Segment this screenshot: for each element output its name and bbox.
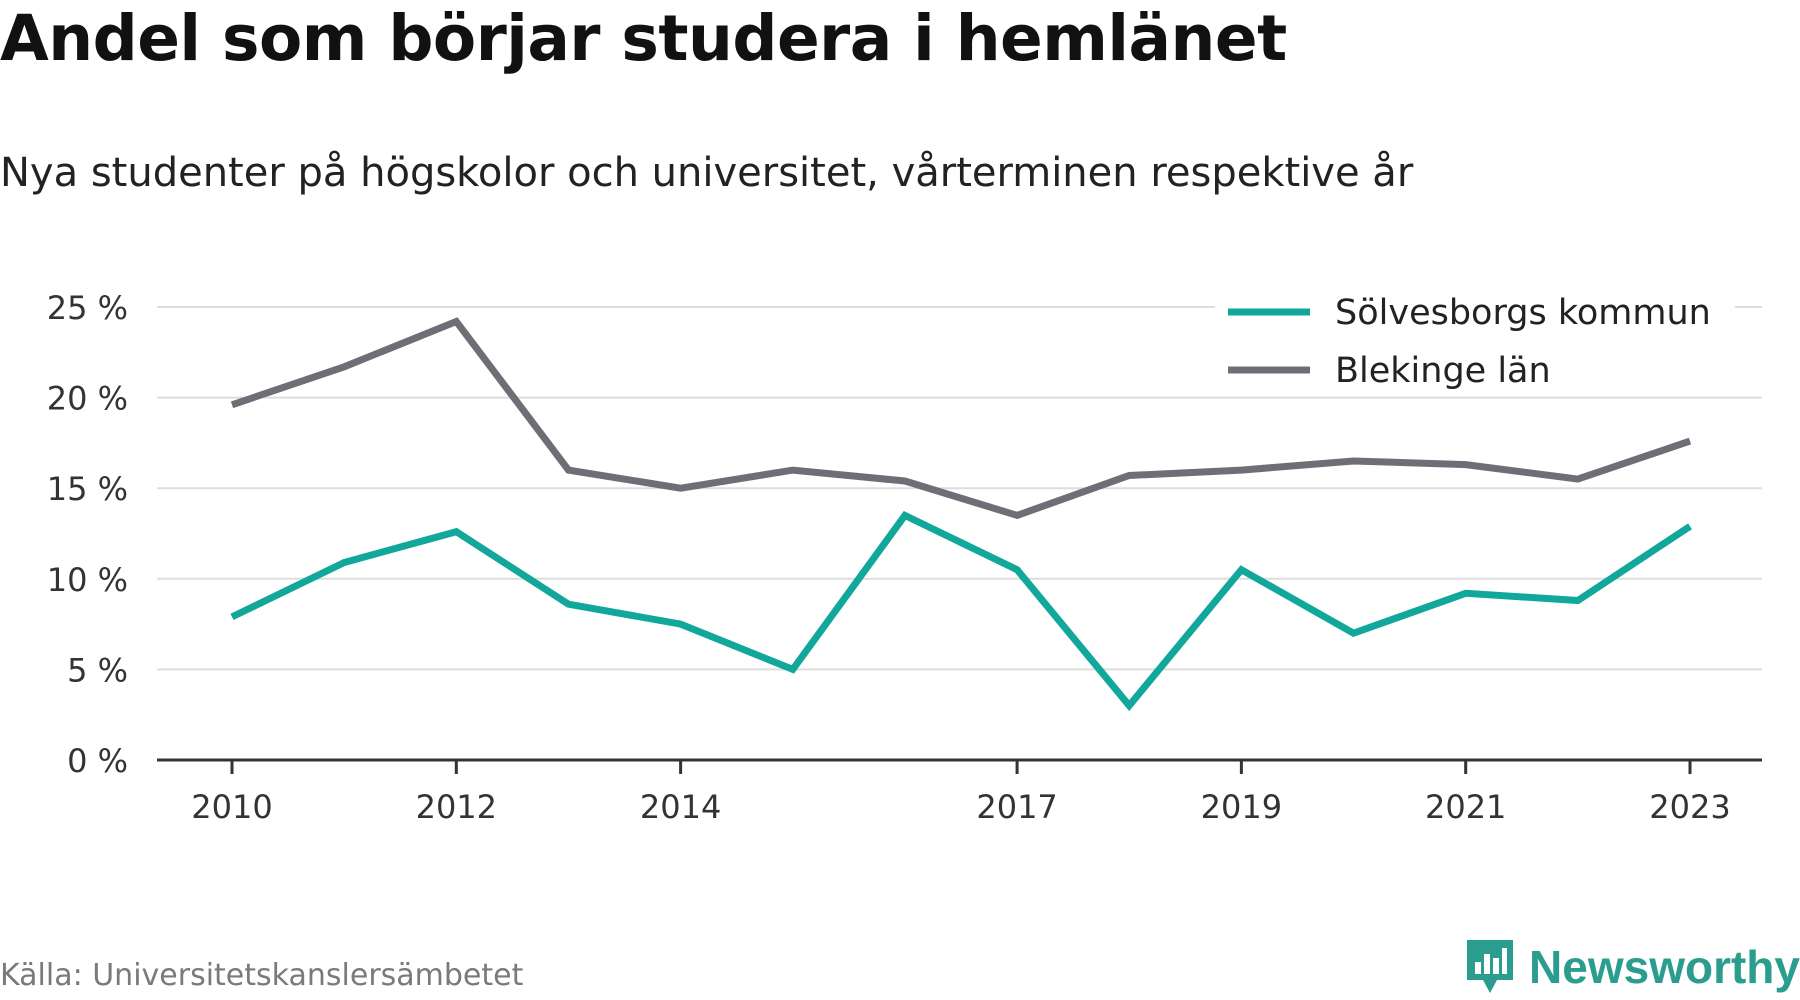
series-lines	[230, 317, 1692, 712]
x-tick-label: 2021	[1425, 788, 1506, 826]
series-line	[230, 317, 1692, 520]
legend-background	[1215, 284, 1735, 394]
y-tick-label: 10 %	[47, 561, 128, 599]
legend-label: Sölvesborgs kommun	[1335, 293, 1711, 333]
y-axis: 0 % 5 % 10 % 15 % 20 % 25 %	[47, 289, 128, 780]
y-tick-label: 5 %	[67, 651, 128, 689]
y-tick-label: 15 %	[47, 470, 128, 508]
x-tick-label: 2012	[416, 788, 497, 826]
series-line	[230, 510, 1692, 712]
x-tick-label: 2023	[1649, 788, 1730, 826]
chart-title: Andel som börjar studera i hemlänet	[0, 2, 1287, 75]
newsworthy-logo-icon	[1467, 940, 1514, 993]
x-tick-label: 2019	[1201, 788, 1282, 826]
x-tick-label: 2010	[191, 788, 272, 826]
legend: Sölvesborgs kommun Blekinge län	[1215, 284, 1735, 394]
y-tick-label: 20 %	[47, 380, 128, 418]
x-tick-label: 2017	[976, 788, 1057, 826]
y-tick-label: 25 %	[47, 289, 128, 327]
brand-name: Newsworthy	[1529, 941, 1800, 993]
chart-subtitle: Nya studenter på högskolor och universit…	[0, 150, 1414, 196]
source-note: Källa: Universitetskanslersämbetet	[0, 958, 524, 993]
x-axis: 2010 2012 2014 2017 2019 2021 2023	[157, 758, 1762, 826]
y-tick-label: 0 %	[67, 742, 128, 780]
brand-logo: Newsworthy	[1465, 938, 1800, 996]
legend-label: Blekinge län	[1335, 351, 1551, 391]
x-tick-label: 2014	[640, 788, 721, 826]
line-chart: 0 %5 %10 %15 %20 %25 % 2010 2012 2014 2017 2…	[46, 284, 1762, 826]
